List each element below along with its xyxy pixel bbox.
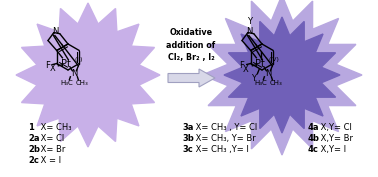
Text: X= CH₃ , Y= Cl: X= CH₃ , Y= Cl xyxy=(193,123,257,132)
Text: N: N xyxy=(71,69,77,78)
Text: X,Y= I: X,Y= I xyxy=(318,145,346,154)
Text: 3a: 3a xyxy=(182,123,194,132)
Text: (II): (II) xyxy=(74,57,83,62)
Text: X = I: X = I xyxy=(38,156,61,165)
Text: (IV): (IV) xyxy=(268,57,279,62)
Text: H₃C: H₃C xyxy=(60,80,73,86)
Text: X= Cl: X= Cl xyxy=(38,134,64,143)
Text: H₃C: H₃C xyxy=(254,80,267,86)
Text: X: X xyxy=(50,64,55,73)
Text: F: F xyxy=(45,61,50,70)
Polygon shape xyxy=(202,0,362,155)
Text: 1: 1 xyxy=(28,123,34,132)
Text: 4a: 4a xyxy=(308,123,319,132)
Text: 3b: 3b xyxy=(182,134,194,143)
Polygon shape xyxy=(224,17,340,133)
Text: Y: Y xyxy=(251,74,256,83)
Text: Pt: Pt xyxy=(256,59,265,69)
Text: X,Y= Cl: X,Y= Cl xyxy=(318,123,352,132)
Text: N: N xyxy=(246,27,252,36)
Text: Y: Y xyxy=(247,17,253,26)
Text: X= CH₃, Y= Br: X= CH₃, Y= Br xyxy=(193,134,256,143)
Text: 4b: 4b xyxy=(308,134,320,143)
Text: Oxidative
addition of
Cl₂, Br₂ , I₂: Oxidative addition of Cl₂, Br₂ , I₂ xyxy=(166,28,215,62)
Text: F: F xyxy=(239,61,244,70)
Text: CH₃: CH₃ xyxy=(76,80,89,86)
Polygon shape xyxy=(16,3,160,147)
Text: N: N xyxy=(52,27,58,36)
Text: CH₃: CH₃ xyxy=(270,80,283,86)
Text: N: N xyxy=(265,69,271,78)
Polygon shape xyxy=(168,69,215,87)
Text: 4c: 4c xyxy=(308,145,319,154)
Text: X= CH₃: X= CH₃ xyxy=(38,123,71,132)
Text: Pt: Pt xyxy=(62,59,71,69)
Text: X= Br: X= Br xyxy=(38,145,65,154)
Text: 2c: 2c xyxy=(28,156,39,165)
Text: X,Y= Br: X,Y= Br xyxy=(318,134,353,143)
Text: 2b: 2b xyxy=(28,145,40,154)
Text: X= CH₃ ,Y= I: X= CH₃ ,Y= I xyxy=(193,145,249,154)
Text: 2a: 2a xyxy=(28,134,39,143)
Text: 3c: 3c xyxy=(182,145,193,154)
Text: X: X xyxy=(243,65,248,74)
